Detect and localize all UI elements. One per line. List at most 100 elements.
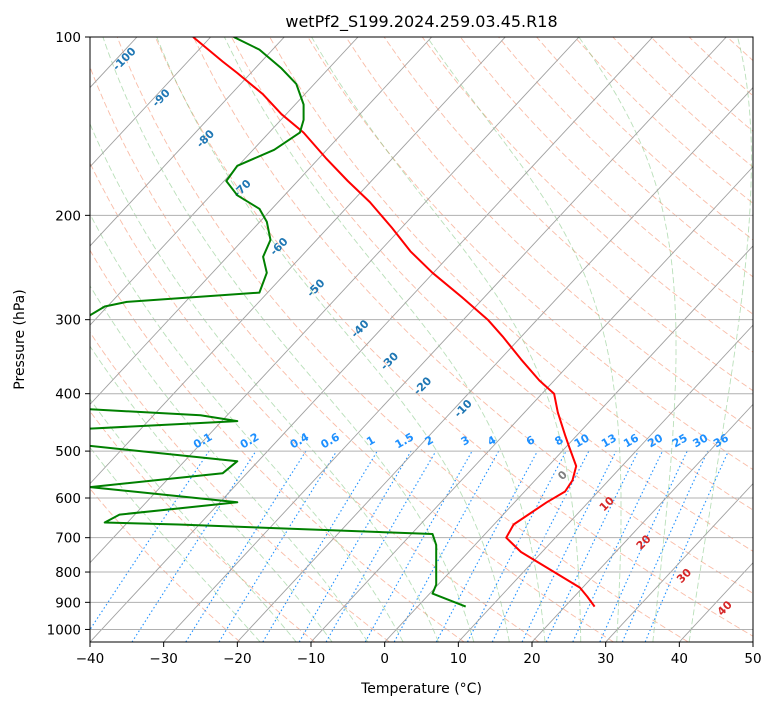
isotherm bbox=[310, 166, 753, 642]
y-tick-label: 300 bbox=[55, 313, 81, 329]
dry-adiabat bbox=[231, 37, 753, 552]
dry-adiabat-label: 20 bbox=[634, 532, 654, 552]
mixing-ratio-label: 1.5 bbox=[393, 430, 416, 451]
y-tick-label: 100 bbox=[55, 30, 81, 46]
mixing-ratio-line bbox=[521, 450, 617, 642]
mixing-ratio-label: 20 bbox=[645, 431, 665, 450]
mixing-ratio-line bbox=[621, 450, 709, 642]
isotherm bbox=[752, 641, 753, 642]
mixing-ratio-label: 36 bbox=[711, 431, 731, 450]
series-lines bbox=[90, 37, 596, 608]
mixing-ratio-line bbox=[393, 450, 500, 642]
dry-adiabat bbox=[726, 37, 753, 62]
dry-adiabat bbox=[345, 37, 753, 431]
x-tick-label: −10 bbox=[297, 651, 326, 667]
dry-adiabat bbox=[90, 331, 390, 642]
y-tick-label: 800 bbox=[55, 565, 81, 581]
dry-adiabat-label: 10 bbox=[597, 494, 617, 514]
mixing-ratio-label: 1 bbox=[364, 433, 377, 448]
dry-adiabat bbox=[116, 37, 689, 642]
isotherm bbox=[678, 562, 753, 642]
mixing-ratio-line bbox=[435, 450, 538, 642]
mixing-ratio-label: 0.2 bbox=[238, 430, 261, 451]
moist-adiabat bbox=[90, 345, 333, 642]
moist-adiabat-label: -100 bbox=[110, 44, 139, 73]
moist-adiabat-label: -70 bbox=[231, 177, 254, 200]
y-tick-label: 200 bbox=[55, 208, 81, 224]
moist-adiabat bbox=[90, 398, 297, 642]
mixing-ratio-label: 10 bbox=[572, 431, 592, 450]
plot-frame bbox=[89, 36, 754, 643]
mixing-ratio-label: 0.1 bbox=[191, 430, 214, 451]
background-line-labels: 0.1 0.2 0.4 0.6 1 1.5 2 3 4 6 8 10 13 16 20 25 30 36-100-… bbox=[110, 44, 735, 618]
isotherm bbox=[163, 37, 727, 642]
moist-adiabat-label: -90 bbox=[150, 86, 173, 109]
moist-adiabat-label: -30 bbox=[378, 349, 401, 372]
dewpoint-line bbox=[90, 37, 467, 608]
y-tick-label: 500 bbox=[55, 444, 81, 460]
mixing-ratio-line bbox=[218, 450, 338, 642]
x-tick-label: 0 bbox=[380, 651, 389, 667]
mixing-ratio-line bbox=[364, 450, 473, 642]
moist-adiabat bbox=[223, 37, 546, 642]
isotherm bbox=[531, 403, 753, 642]
isotherm bbox=[605, 482, 753, 642]
mixing-ratio-line bbox=[262, 450, 378, 642]
x-tick-label: −30 bbox=[149, 651, 178, 667]
isotherm bbox=[90, 37, 359, 326]
x-axis-label: Temperature (°C) bbox=[360, 681, 482, 697]
mixing-ratio-line bbox=[185, 450, 307, 642]
isotherm bbox=[90, 37, 580, 564]
dry-adiabat bbox=[90, 410, 315, 642]
isotherm bbox=[90, 37, 506, 485]
mixing-ratio-line bbox=[644, 450, 729, 642]
moist-adiabat bbox=[688, 37, 752, 642]
x-tick-label: 40 bbox=[671, 651, 688, 667]
mixing-ratio-line bbox=[491, 450, 590, 642]
mixing-ratio-label: 30 bbox=[690, 431, 710, 450]
mixing-ratio-label: 0.4 bbox=[288, 430, 312, 451]
background-lines bbox=[90, 37, 753, 642]
grid bbox=[0, 37, 753, 642]
x-tick-label: 10 bbox=[450, 651, 467, 667]
axes: −40 −30 −20 −10 0 10 20 30 40 5010020030040050060… bbox=[47, 30, 762, 667]
moist-adiabat-label: -10 bbox=[452, 397, 475, 420]
isotherm bbox=[90, 37, 433, 406]
moist-adiabat-label: -40 bbox=[348, 317, 371, 340]
x-tick-label: 30 bbox=[597, 651, 614, 667]
moist-adiabat bbox=[90, 446, 261, 642]
isotherm bbox=[0, 37, 63, 642]
x-tick-label: −40 bbox=[76, 651, 105, 667]
y-tick-label: 700 bbox=[55, 531, 81, 547]
isotherm bbox=[90, 37, 654, 642]
isotherm bbox=[236, 86, 753, 642]
y-axis-label: Pressure (hPa) bbox=[12, 289, 28, 389]
moist-adiabat-label: -50 bbox=[304, 276, 327, 299]
isotherm bbox=[384, 245, 753, 642]
dry-adiabat bbox=[688, 37, 753, 97]
isotherm bbox=[90, 37, 285, 247]
moist-adiabat bbox=[578, 37, 677, 642]
mixing-ratio-line bbox=[298, 450, 412, 642]
isotherm bbox=[90, 37, 212, 168]
dry-adiabat bbox=[90, 249, 465, 642]
y-tick-label: 1000 bbox=[47, 622, 81, 638]
chart-title: wetPf2_S199.2024.259.03.45.R18 bbox=[285, 12, 557, 32]
mixing-ratio-line bbox=[545, 450, 639, 642]
moist-adiabat bbox=[426, 37, 622, 642]
mixing-ratio-label: 13 bbox=[599, 431, 619, 450]
dry-adiabat bbox=[574, 37, 753, 204]
dry-adiabat bbox=[90, 487, 241, 642]
x-tick-label: −20 bbox=[223, 651, 252, 667]
x-tick-label: 20 bbox=[523, 651, 540, 667]
dry-adiabat bbox=[307, 37, 753, 471]
dry-adiabat bbox=[269, 37, 753, 511]
mixing-ratio-label: 3 bbox=[459, 433, 472, 448]
dry-adiabat bbox=[192, 37, 753, 594]
dry-adiabat-label: 30 bbox=[674, 566, 694, 586]
moist-adiabat bbox=[90, 285, 369, 642]
dry-adiabat bbox=[154, 37, 753, 637]
moist-adiabat bbox=[90, 122, 439, 642]
mixing-ratio-label: 0.6 bbox=[319, 430, 343, 451]
